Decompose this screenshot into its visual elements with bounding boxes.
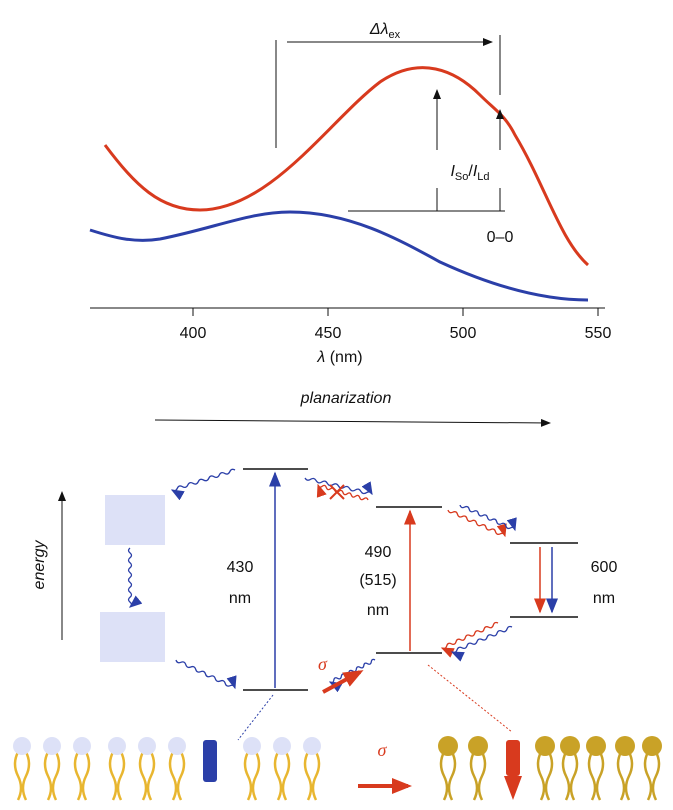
delta-sub: ex: [388, 29, 400, 41]
planarization-label: planarization: [300, 390, 392, 407]
lipid-tail: [561, 751, 579, 801]
wavy-arrow: [440, 621, 499, 658]
ratio-label: ISo/ILd: [450, 163, 489, 183]
lipid-tail: [73, 751, 91, 801]
wavy-arrow: [304, 477, 373, 496]
lipid-head: [560, 736, 580, 756]
probe-arrow: [504, 776, 522, 800]
sigma-arrow: [322, 670, 364, 694]
lipid-tail: [273, 751, 291, 801]
state-box: [105, 495, 165, 545]
wavy-arrow: [459, 504, 517, 532]
probe: [203, 740, 217, 782]
lipid-head: [468, 736, 488, 756]
wavy-arrow: [175, 659, 237, 690]
membrane: [13, 736, 662, 801]
transition-label: 430: [227, 559, 254, 576]
lipid-head: [438, 736, 458, 756]
lipid-head: [43, 737, 61, 755]
cross: [329, 484, 345, 500]
lipid-head: [138, 737, 156, 755]
state-box: [100, 612, 165, 662]
x-label-unit: (nm): [325, 349, 362, 366]
lipid-head: [168, 737, 186, 755]
lipid-tail: [108, 751, 126, 801]
lipid-head: [642, 736, 662, 756]
wavy-arrow: [447, 509, 507, 538]
x-tick-label: 550: [585, 325, 612, 342]
wavy-arrow: [328, 658, 376, 693]
lipid-tail: [616, 751, 634, 801]
lipid-head: [73, 737, 91, 755]
lipid-tail: [643, 751, 661, 801]
lipid-head: [615, 736, 635, 756]
lipid-head: [243, 737, 261, 755]
transition-label: 600: [591, 559, 618, 576]
probe: [506, 740, 520, 776]
wavy-arrow: [316, 483, 369, 501]
red-curve: [103, 66, 589, 267]
ratio-part: /: [468, 163, 473, 180]
lipid-head: [303, 737, 321, 755]
blue-curve: [89, 210, 589, 302]
zero-zero-label: 0–0: [487, 229, 514, 246]
ratio-part: So: [455, 171, 468, 183]
lipid-tail: [536, 751, 554, 801]
lipid-tail: [168, 751, 186, 801]
x-label-symbol: λ: [316, 349, 325, 366]
ratio-part: I: [450, 163, 455, 180]
x-tick-label: 500: [450, 325, 477, 342]
transition-label: nm: [229, 590, 251, 607]
transition-label: nm: [593, 590, 615, 607]
lipid-tail: [469, 751, 487, 801]
planarization-arrow: [154, 418, 551, 427]
wavy-arrow: [127, 547, 143, 608]
transition-label: nm: [367, 602, 389, 619]
x-tick-label: 450: [315, 325, 342, 342]
lipid-tail: [138, 751, 156, 801]
sigma-label: σ: [378, 740, 388, 760]
energy-diagram: planarization energy 430 nm 490 (515) nm…: [13, 390, 662, 801]
lipid-tail: [43, 751, 61, 801]
lipid-tail: [439, 751, 457, 801]
delta-label: Δλex: [369, 21, 401, 41]
lipid-tail: [587, 751, 605, 801]
lipid-tail: [243, 751, 261, 801]
sigma-label: σ: [318, 654, 328, 674]
link-line: [237, 694, 274, 741]
link-line: [427, 664, 513, 733]
lipid-head: [535, 736, 555, 756]
delta-symbol: Δλ: [369, 21, 389, 38]
levels: [243, 468, 578, 691]
spectrum: Δλex ISo/ILd 0–0 400 450 500 550 λ (nm): [89, 21, 612, 366]
lipid-tail: [13, 751, 31, 801]
lipid-head: [273, 737, 291, 755]
energy-label: energy: [31, 540, 48, 590]
x-label: λ (nm): [316, 349, 362, 366]
wavy-arrows: [127, 468, 517, 693]
wavy-arrow: [170, 468, 236, 501]
transition-label: 490: [365, 544, 392, 561]
lipid-tail: [303, 751, 321, 801]
lipid-head: [13, 737, 31, 755]
lipid-head: [108, 737, 126, 755]
lipid-head: [586, 736, 606, 756]
ratio-part: Ld: [477, 171, 489, 183]
ratio-part: I: [473, 163, 478, 180]
x-ticks: 400 450 500 550: [180, 308, 612, 342]
transition-label: (515): [359, 572, 396, 589]
wavy-arrow: [450, 625, 513, 662]
x-tick-label: 400: [180, 325, 207, 342]
